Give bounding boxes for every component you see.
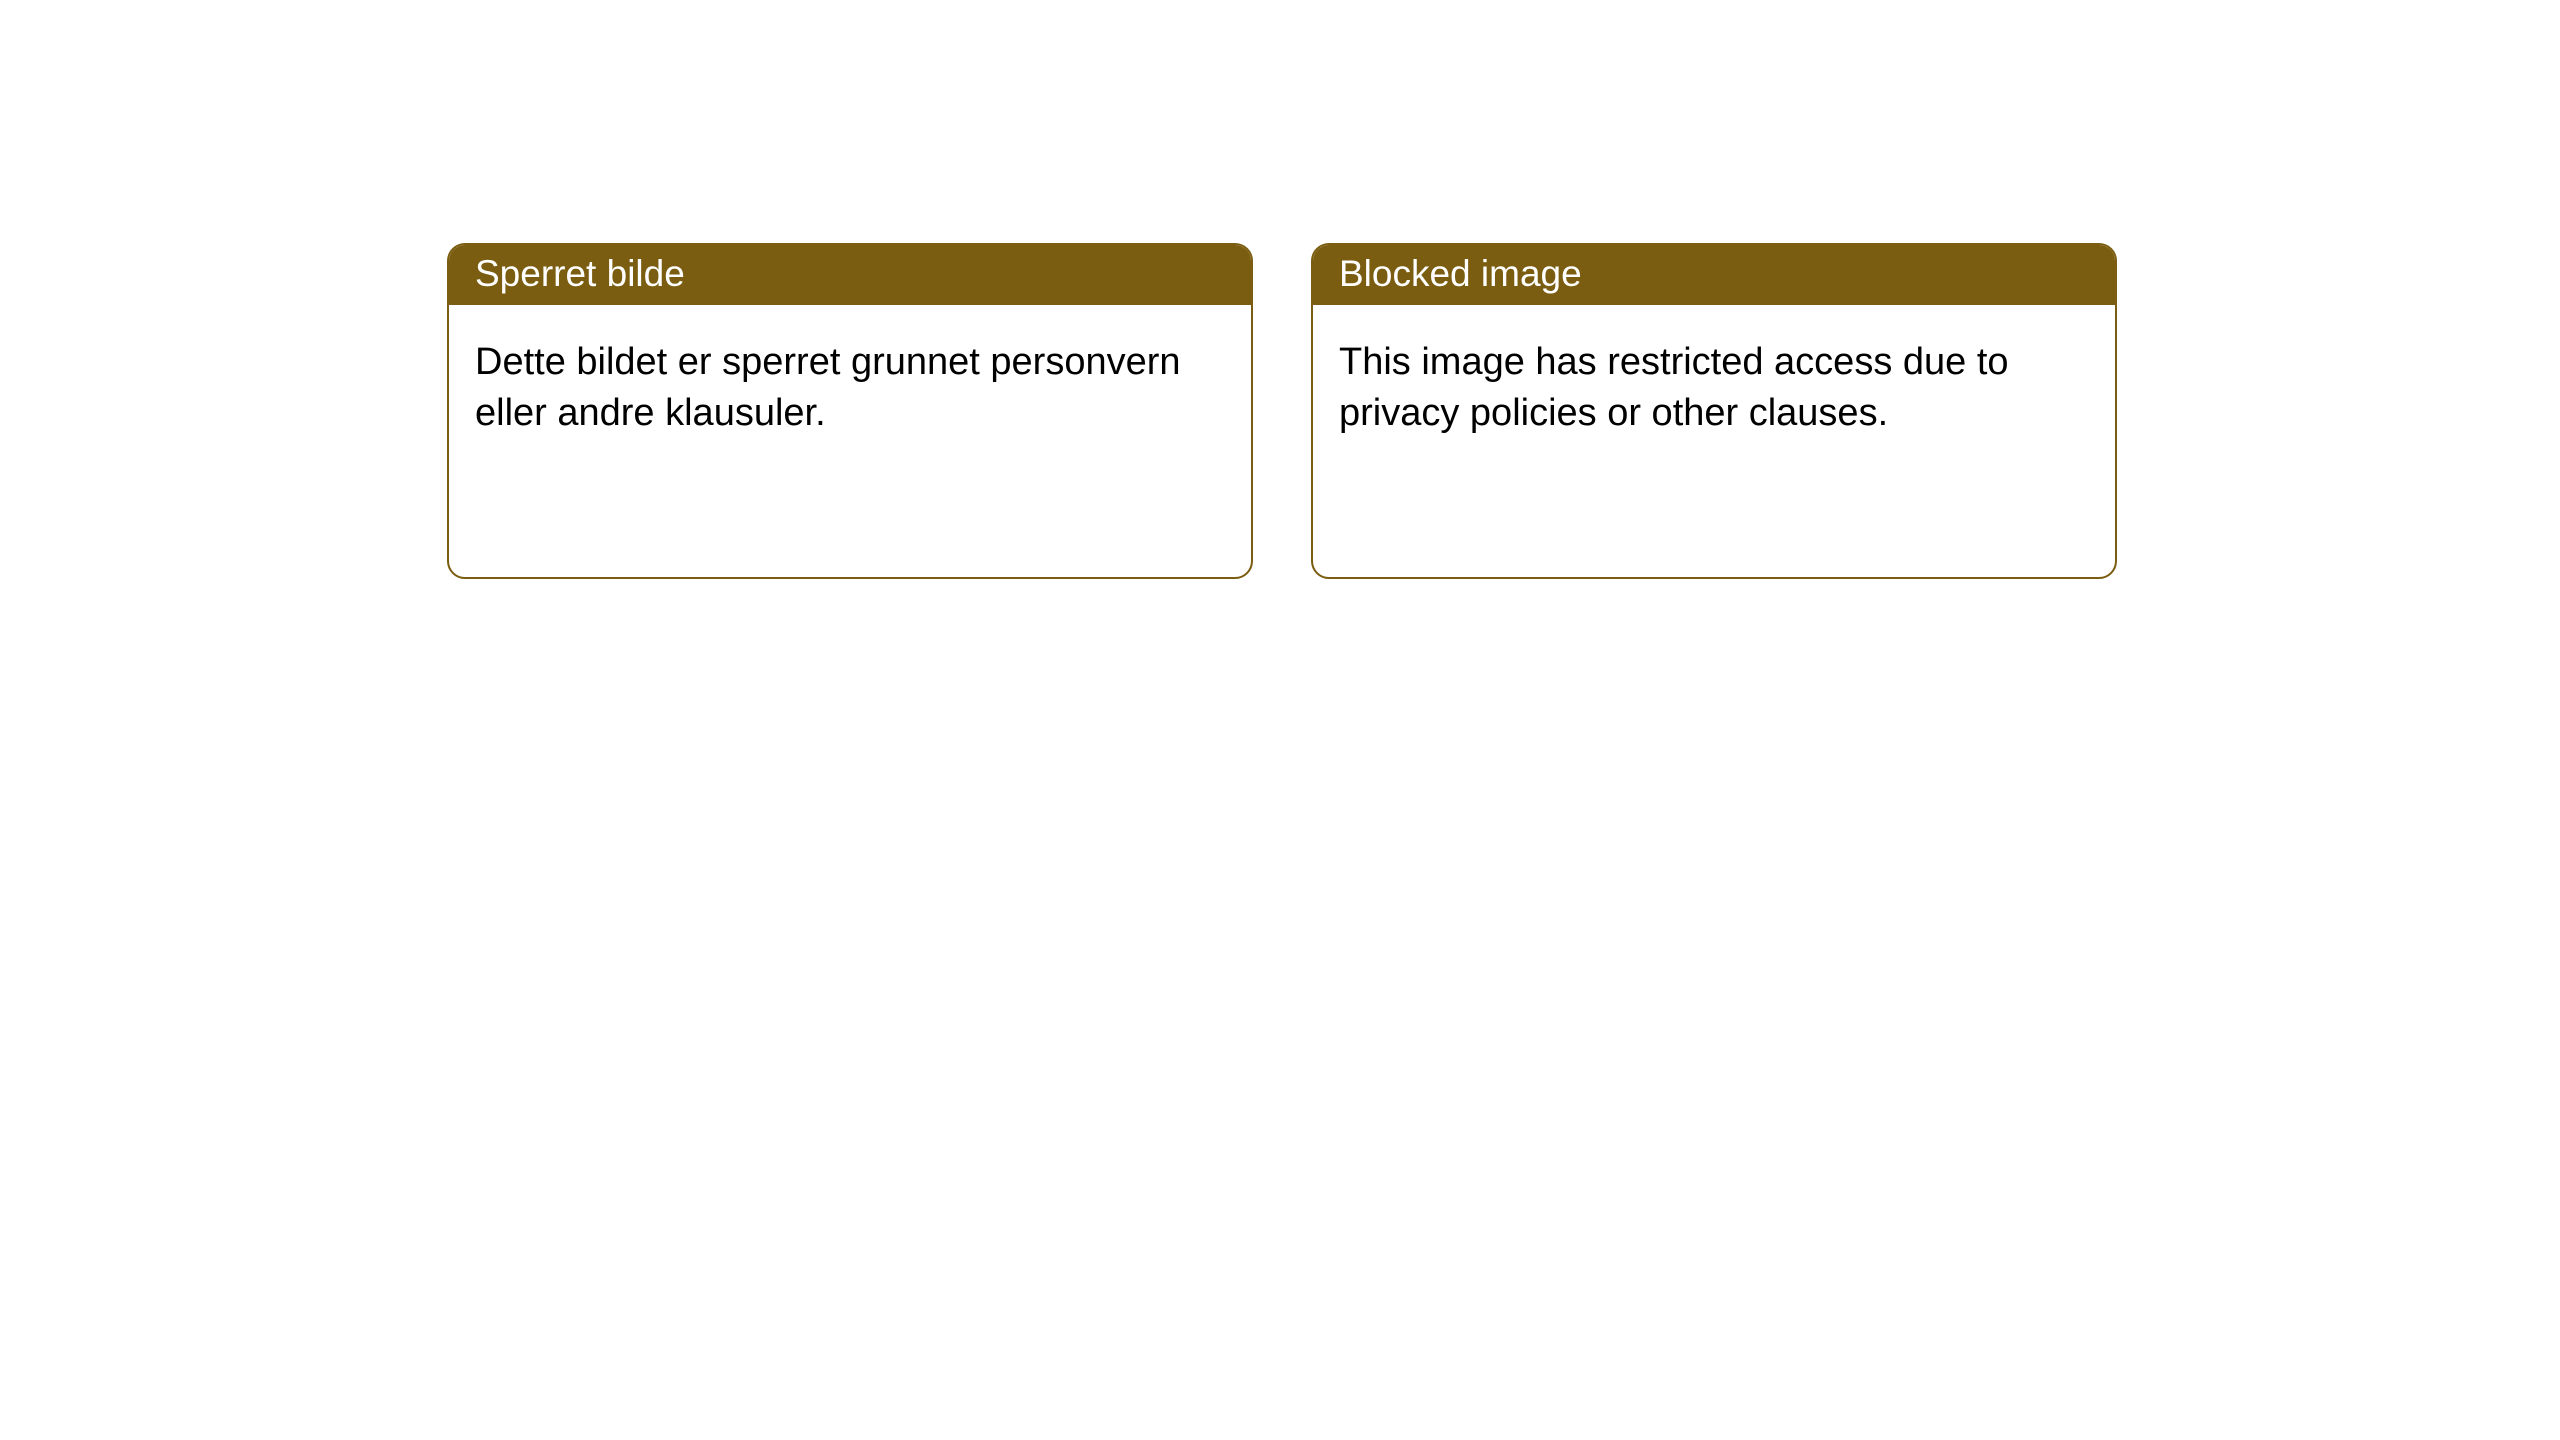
notice-container: Sperret bilde Dette bildet er sperret gr… (0, 0, 2560, 579)
panel-body-text: Dette bildet er sperret grunnet personve… (449, 305, 1251, 440)
panel-body-text: This image has restricted access due to … (1313, 305, 2115, 440)
notice-panel-norwegian: Sperret bilde Dette bildet er sperret gr… (447, 243, 1253, 579)
notice-panel-english: Blocked image This image has restricted … (1311, 243, 2117, 579)
panel-title: Blocked image (1313, 245, 2115, 305)
panel-title: Sperret bilde (449, 245, 1251, 305)
